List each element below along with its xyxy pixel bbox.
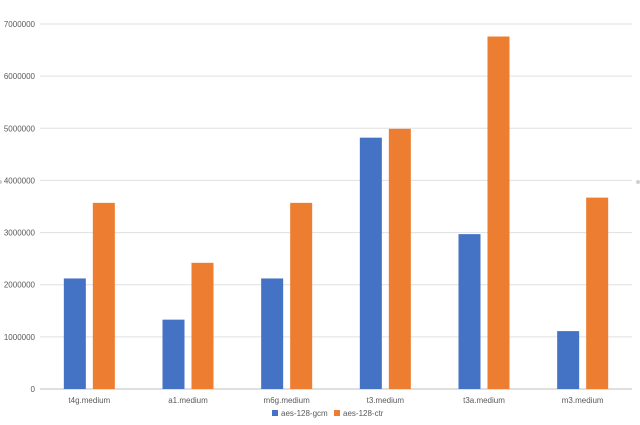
x-tick-label: t3.medium <box>367 396 405 405</box>
bars <box>63 36 609 390</box>
x-tick-label: m6g.medium <box>264 396 311 405</box>
bar-aes-128-gcm-a1.medium <box>162 319 185 389</box>
x-axis-ticks: t4g.medium a1.medium m6g.medium t3.medium t3… <box>68 396 603 405</box>
x-tick-label: t4g.medium <box>68 396 110 405</box>
bar-aes-128-gcm-m3.medium <box>557 331 580 389</box>
legend: aes-128-gcm aes-128-ctr <box>272 409 384 418</box>
bar-aes-128-gcm-t3a.medium <box>458 234 481 389</box>
legend-label: aes-128-gcm <box>281 409 328 418</box>
y-tick-label: 1000000 <box>4 333 36 342</box>
y-tick-label: 2000000 <box>4 281 36 290</box>
legend-label: aes-128-ctr <box>343 409 384 418</box>
gridlines <box>40 23 632 390</box>
bar-aes-128-ctr-t4g.medium <box>92 202 115 389</box>
bar-aes-128-ctr-m6g.medium <box>290 202 313 389</box>
y-tick-label: 3000000 <box>4 229 36 238</box>
bar-aes-128-gcm-t4g.medium <box>63 278 86 389</box>
x-tick-label: m3.medium <box>562 396 604 405</box>
bar-aes-128-ctr-t3a.medium <box>487 36 510 390</box>
legend-swatch-aes-128-ctr <box>334 410 340 416</box>
y-axis-ticks: 0 1000000 2000000 3000000 4000000 5000000 6000… <box>4 20 36 394</box>
bar-aes-128-ctr-t3.medium <box>388 128 411 390</box>
bar-aes-128-ctr-m3.medium <box>586 197 609 389</box>
chart-edge-handle-right <box>636 180 640 184</box>
legend-swatch-aes-128-gcm <box>272 410 278 416</box>
bar-aes-128-ctr-a1.medium <box>191 262 214 389</box>
y-tick-label: 4000000 <box>4 176 36 185</box>
y-tick-label: 5000000 <box>4 124 36 133</box>
y-tick-label: 7000000 <box>4 20 36 29</box>
y-tick-label: 6000000 <box>4 72 36 81</box>
bar-aes-128-gcm-m6g.medium <box>261 278 284 389</box>
y-tick-label: 0 <box>31 385 36 394</box>
bar-aes-128-gcm-t3.medium <box>359 137 382 389</box>
x-tick-label: t3a.medium <box>463 396 505 405</box>
x-tick-label: a1.medium <box>168 396 208 405</box>
chart-edge-handle-left <box>0 180 2 184</box>
